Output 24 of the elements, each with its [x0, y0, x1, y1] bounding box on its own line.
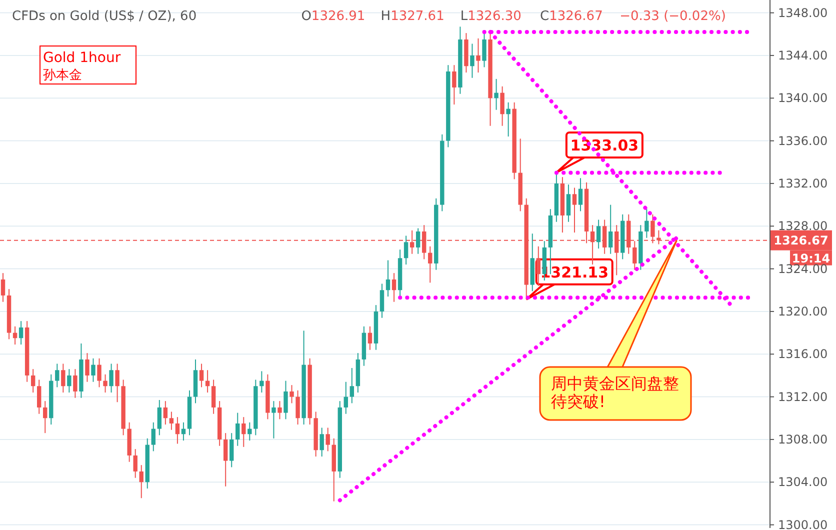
y-tick-label: 1348.00	[778, 6, 828, 20]
text: 19:14	[792, 251, 830, 266]
annotation: O1326.91	[301, 9, 366, 24]
y-tick-label: 1344.00	[778, 48, 828, 62]
annotation: L1326.30	[460, 9, 522, 24]
y-tick-label: 1312.00	[778, 390, 828, 404]
y-tick-label: 1304.00	[778, 475, 828, 490]
ref-line-label: 1326.67	[774, 233, 828, 248]
annotation: H1327.61	[380, 9, 444, 24]
y-tick-label: 1332.00	[778, 176, 828, 190]
y-tick-label: 1316.00	[778, 347, 828, 362]
y-tick-label: 1300.00	[778, 518, 828, 530]
y-tick-label: 1340.00	[778, 91, 828, 106]
annotation: CFDs on Gold (US$ / OZ), 60	[12, 9, 197, 24]
y-tick-label: 1320.00	[778, 304, 828, 318]
annotation: −0.33 (−0.02%)	[620, 9, 726, 24]
annotation: C1326.67	[540, 9, 603, 24]
y-tick-label: 1336.00	[778, 134, 828, 148]
y-tick-label: 1308.00	[778, 432, 828, 446]
text: Gold 1hour	[43, 50, 121, 66]
text: 孙本金	[43, 68, 82, 83]
annotation: 周中黄金区间盘整待突破!	[551, 374, 679, 411]
y-tick-label: 1328.00	[778, 219, 828, 234]
annotation: 1333.03	[570, 136, 639, 154]
